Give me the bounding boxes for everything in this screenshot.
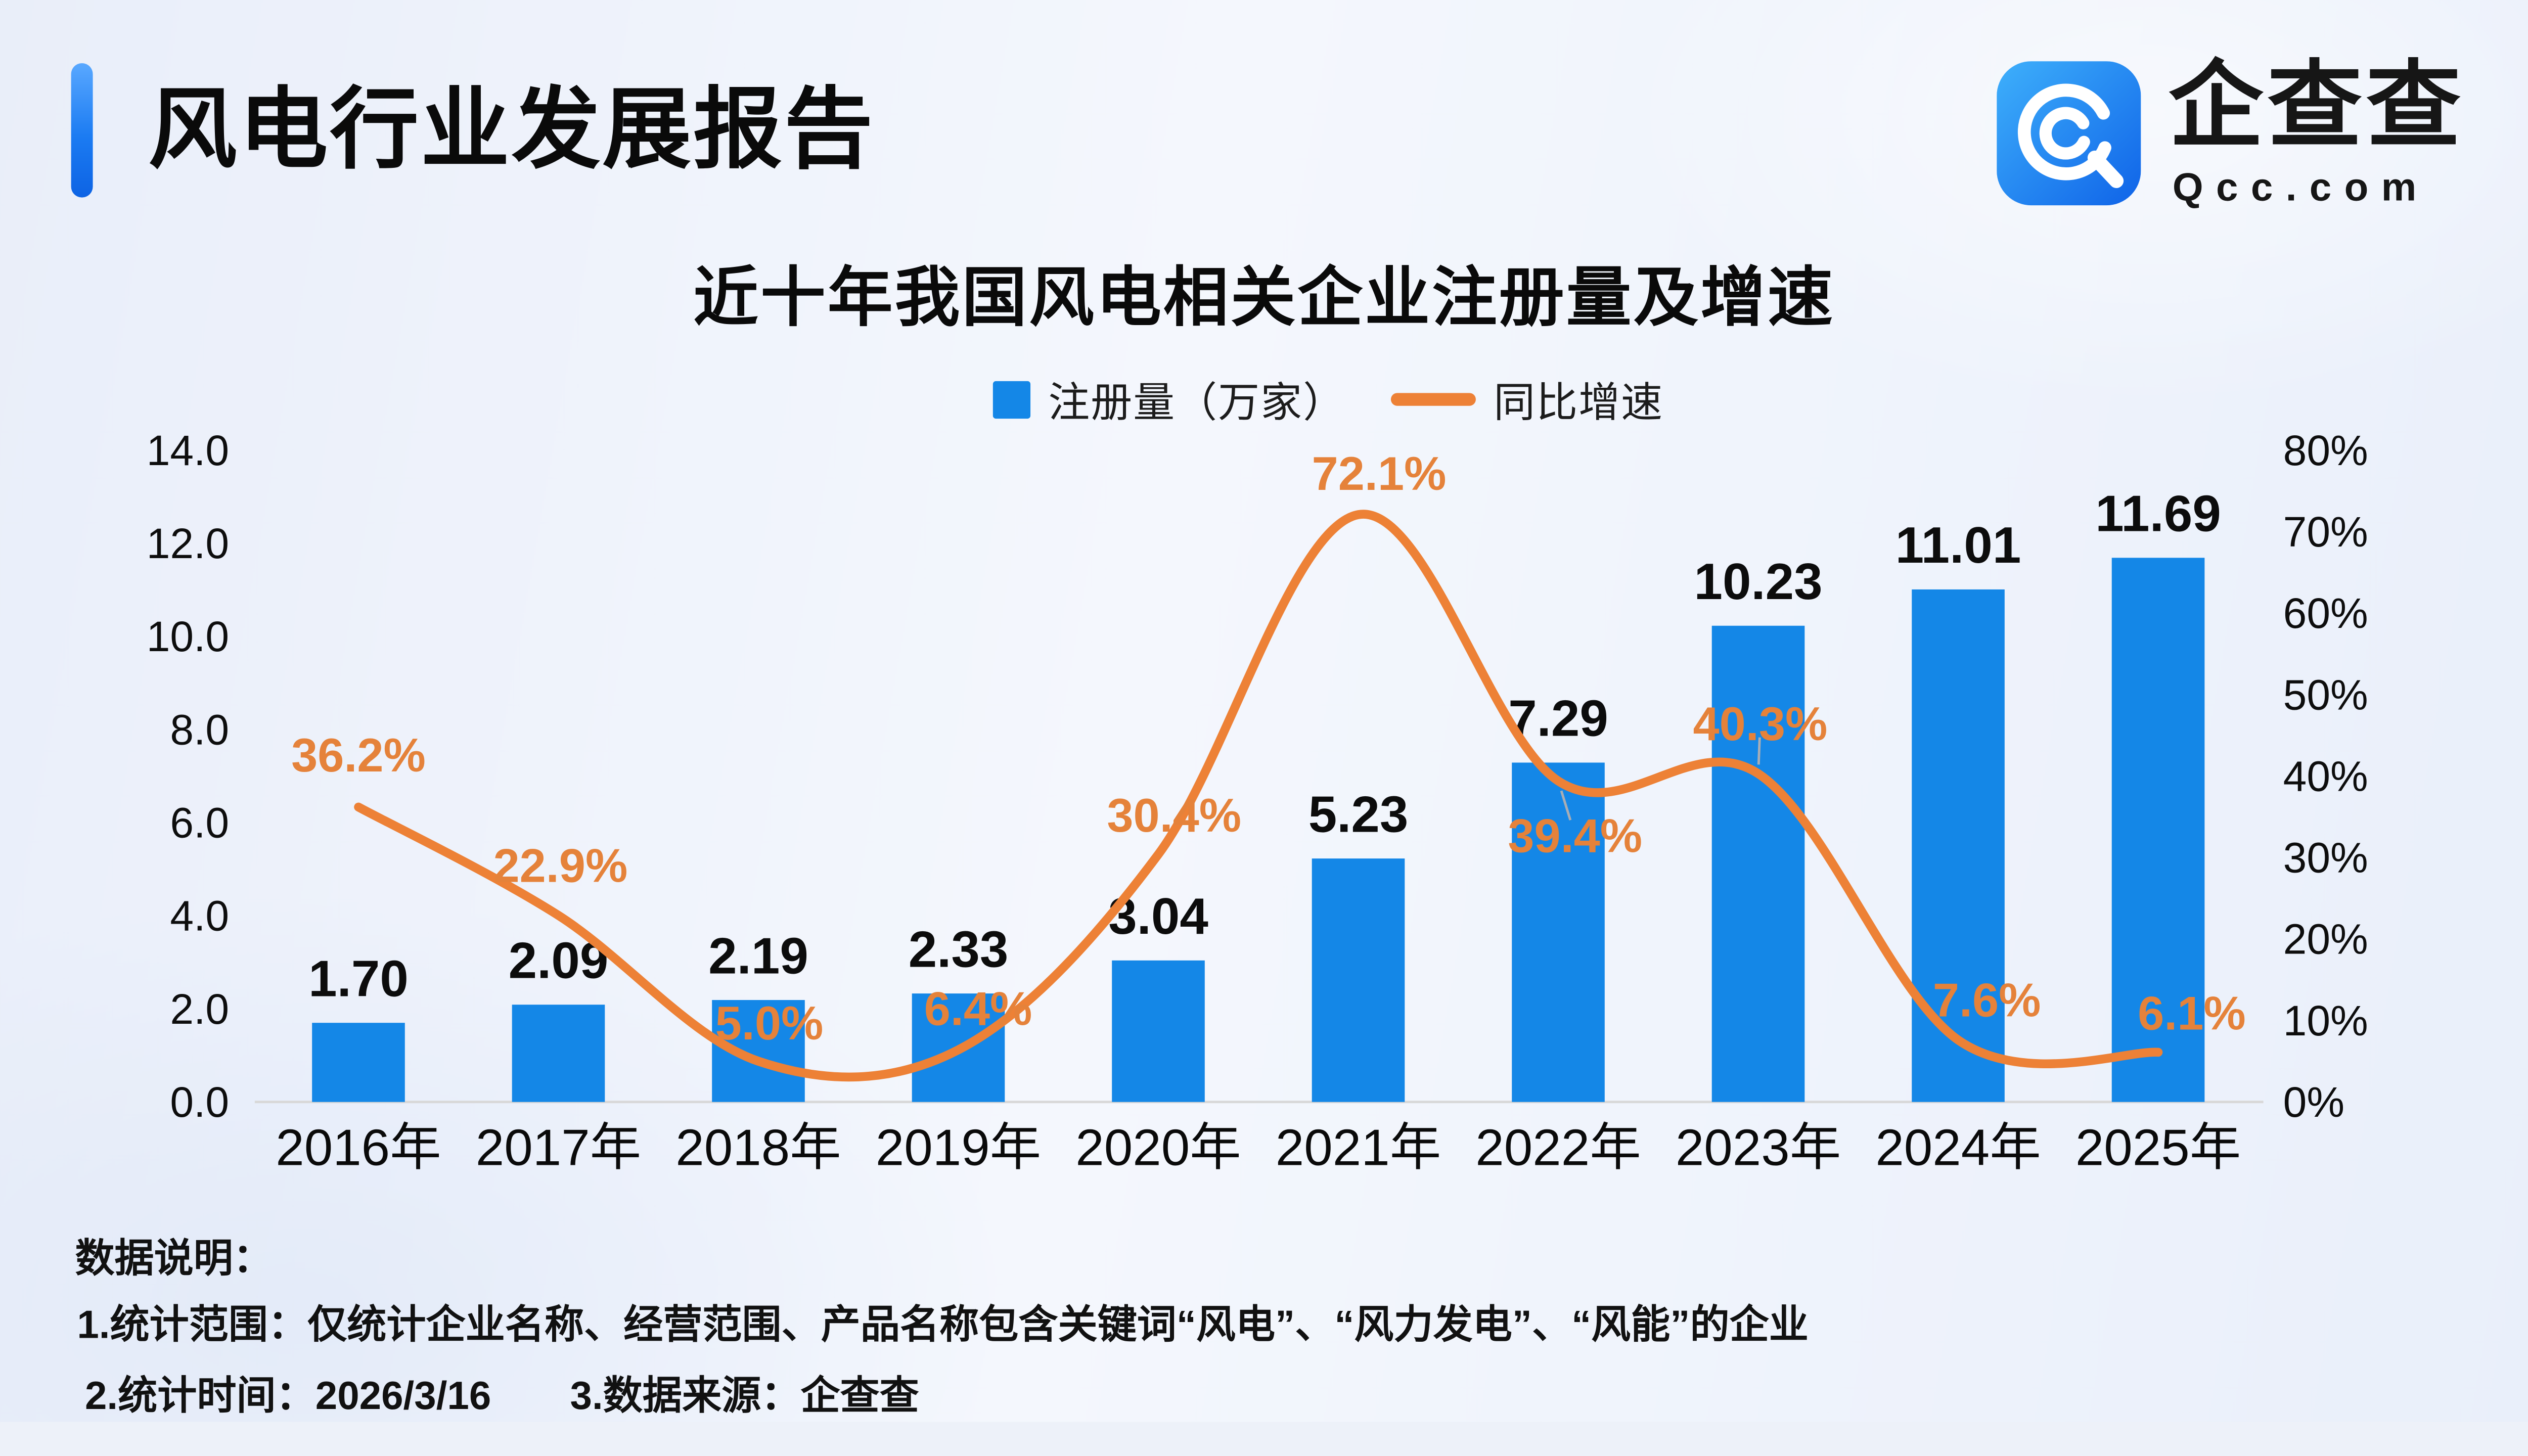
- x-axis-label: 2020年: [1075, 1119, 1241, 1176]
- left-axis-tick: 12.0: [147, 520, 229, 567]
- legend-bar-label: 注册量（万家）: [1048, 379, 1346, 426]
- right-axis-tick: 50%: [2283, 671, 2368, 718]
- bar-2022年: [1512, 762, 1605, 1102]
- footnote-heading: 数据说明：: [75, 1237, 273, 1281]
- bar-2023年: [1711, 625, 1805, 1102]
- left-axis-tick: 0.0: [170, 1078, 229, 1126]
- bar-2017年: [512, 1005, 605, 1102]
- bar-2016年: [312, 1023, 405, 1102]
- bar-value-label: 2.19: [708, 927, 808, 984]
- report-canvas: 风电行业发展报告 企查查 Qcc.com 近十年我国风电相关企业注册量及增速 注…: [0, 0, 2528, 1422]
- bar-value-label: 1.70: [308, 949, 409, 1007]
- bar-2021年: [1312, 858, 1405, 1102]
- right-axis-tick: 10%: [2283, 997, 2368, 1044]
- right-axis-tick: 20%: [2283, 916, 2368, 963]
- growth-value-label: 6.1%: [2138, 986, 2246, 1039]
- label-leader-line: [1560, 790, 1572, 821]
- left-axis-tick: 8.0: [170, 706, 229, 753]
- right-axis-tick: 40%: [2283, 752, 2368, 800]
- label-leader-line: [1757, 737, 1761, 765]
- growth-value-label: 30.4%: [1107, 789, 1241, 842]
- bar-value-label: 10.23: [1694, 553, 1822, 610]
- left-axis-tick: 6.0: [170, 799, 229, 847]
- x-axis-label: 2025年: [2075, 1119, 2241, 1176]
- combo-chart: 0.0 2.0 4.0 6.0 8.0 10.0 12.0 14.0 0% 10% 20% 30% 40…: [147, 427, 2368, 1176]
- report-title: 风电行业发展报告: [148, 81, 875, 180]
- footnote-line-2: 2.统计时间：2026/3/16 3.数据来源：企查查: [84, 1374, 919, 1418]
- legend-line-marker: [1390, 393, 1476, 406]
- bar-2025年: [2111, 558, 2205, 1102]
- logo-domain: Qcc.com: [2172, 166, 2429, 210]
- x-axis-label: 2018年: [675, 1119, 841, 1176]
- x-axis-label: 2021年: [1276, 1119, 1441, 1176]
- bar-value-label: 11.69: [2095, 485, 2221, 542]
- x-axis-label: 2017年: [476, 1119, 641, 1176]
- growth-value-label: 39.4%: [1508, 809, 1642, 862]
- bar-value-label: 5.23: [1308, 785, 1409, 843]
- chart-legend: 注册量（万家） 同比增速: [992, 369, 1664, 429]
- qcc-logo-icon: [1997, 61, 2141, 206]
- growth-value-label: 36.2%: [291, 729, 426, 782]
- left-axis-tick: 14.0: [147, 427, 229, 474]
- left-axis-tick: 4.0: [170, 892, 229, 940]
- header-accent-bar: [71, 63, 93, 198]
- x-axis-label: 2024年: [1875, 1119, 2041, 1176]
- left-axis-tick: 10.0: [147, 613, 229, 660]
- x-axis-label: 2019年: [876, 1119, 1041, 1176]
- bar-value-label: 11.01: [1895, 516, 2021, 574]
- bar-2020年: [1112, 960, 1205, 1102]
- right-axis-tick: 30%: [2283, 834, 2368, 882]
- right-axis-tick: 80%: [2283, 427, 2368, 474]
- x-axis-label: 2023年: [1676, 1119, 1841, 1176]
- logo-name: 企查查: [2169, 53, 2465, 159]
- right-axis-tick: 60%: [2283, 589, 2368, 637]
- left-axis-tick: 2.0: [170, 985, 229, 1033]
- legend-bar-swatch: [992, 380, 1031, 419]
- growth-line: [354, 510, 2163, 1082]
- growth-value-label: 5.0%: [715, 996, 824, 1050]
- qcc-logo: 企查查 Qcc.com: [1997, 53, 2471, 210]
- growth-value-label: 40.3%: [1693, 697, 1828, 750]
- bar-value-label: 2.33: [909, 920, 1009, 978]
- growth-value-label: 72.1%: [1312, 447, 1447, 500]
- right-axis-tick: 70%: [2283, 508, 2368, 556]
- legend-line-label: 同比增速: [1494, 379, 1664, 426]
- growth-value-label: 7.6%: [1933, 973, 2041, 1026]
- growth-value-label: 6.4%: [924, 982, 1032, 1035]
- bar-value-label: 7.29: [1508, 690, 1608, 747]
- x-axis-label: 2022年: [1475, 1119, 1641, 1176]
- right-axis-tick: 0%: [2283, 1078, 2344, 1126]
- chart-title: 近十年我国风电相关企业注册量及增速: [693, 260, 1835, 334]
- growth-value-label: 22.9%: [493, 839, 627, 892]
- footnote-line-1: 1.统计范围：仅统计企业名称、经营范围、产品名称包含关键词“风电”、“风力发电”…: [77, 1303, 1809, 1347]
- x-axis-label: 2016年: [276, 1119, 441, 1176]
